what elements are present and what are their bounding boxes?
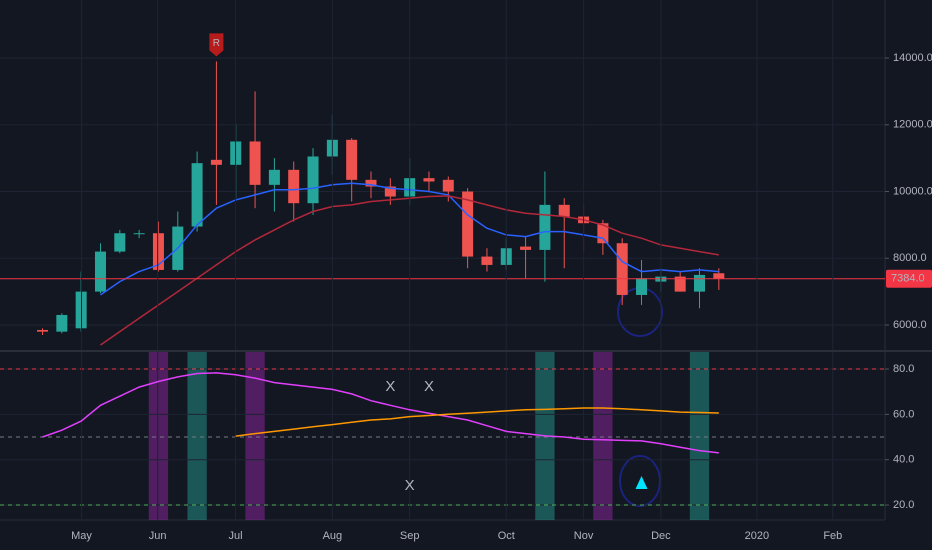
candle-body (616, 243, 628, 295)
candle-body (481, 256, 493, 265)
candle-body (94, 251, 106, 292)
candle-body (365, 179, 377, 187)
candle-body (133, 233, 145, 235)
cross-marker: X (424, 378, 434, 395)
signal-label: R (213, 38, 220, 49)
x-tick-label: May (71, 530, 92, 542)
y-tick-label: 8000.0 (893, 252, 927, 264)
candle-body (693, 274, 705, 292)
y-tick-label: 80.0 (893, 363, 914, 375)
y-tick-label: 12000.0 (893, 119, 932, 131)
signal-band (689, 352, 710, 520)
candle-body (268, 169, 280, 185)
highlight-circle (619, 455, 661, 507)
candle-body (636, 278, 648, 295)
y-tick-label: 6000.0 (893, 319, 927, 331)
candle-body (37, 329, 49, 332)
candle-body (713, 273, 725, 279)
candle-body (114, 233, 126, 252)
last-price-box (886, 269, 932, 288)
x-tick-label: Jul (229, 530, 243, 542)
candle-body (384, 186, 396, 197)
y-tick-label: 60.0 (893, 408, 914, 420)
signal-band (187, 352, 207, 520)
x-tick-label: Feb (823, 530, 842, 542)
buy-arrow (635, 476, 648, 490)
indicator-line (235, 407, 719, 437)
candle-body (56, 314, 68, 332)
signal-band (148, 352, 169, 520)
candle-body (191, 163, 203, 227)
signal-flag (209, 33, 224, 57)
signal-band (593, 352, 613, 520)
candle-body (558, 204, 570, 217)
candle-body (307, 156, 319, 204)
candle-body (674, 276, 686, 292)
x-tick-label: Jun (149, 530, 167, 542)
candle-body (462, 191, 474, 257)
y-tick-label: 14000.0 (893, 52, 932, 64)
y-tick-label: 40.0 (893, 454, 914, 466)
signal-band (245, 352, 265, 520)
candle-body (520, 246, 532, 250)
candle-body (346, 139, 358, 180)
candle-body (442, 179, 454, 192)
x-tick-label: Oct (498, 530, 515, 542)
candle-body (288, 169, 300, 204)
cross-marker: X (405, 477, 415, 494)
cross-marker: X (385, 378, 395, 395)
y-tick-label: 20.0 (893, 499, 914, 511)
candle-body (423, 178, 435, 182)
last-price-label: 7384.0 (891, 273, 925, 285)
x-tick-label: Sep (400, 530, 420, 542)
candle-body (539, 204, 551, 250)
candle-body (210, 159, 222, 165)
y-tick-label: 10000.0 (893, 185, 932, 197)
x-tick-label: Nov (574, 530, 594, 542)
indicator-line (42, 372, 719, 454)
candle-body (597, 223, 609, 244)
x-tick-label: Dec (651, 530, 671, 542)
x-tick-label: Aug (323, 530, 343, 542)
candle-body (152, 233, 164, 270)
candle-body (249, 141, 261, 185)
x-tick-label: 2020 (745, 530, 769, 542)
